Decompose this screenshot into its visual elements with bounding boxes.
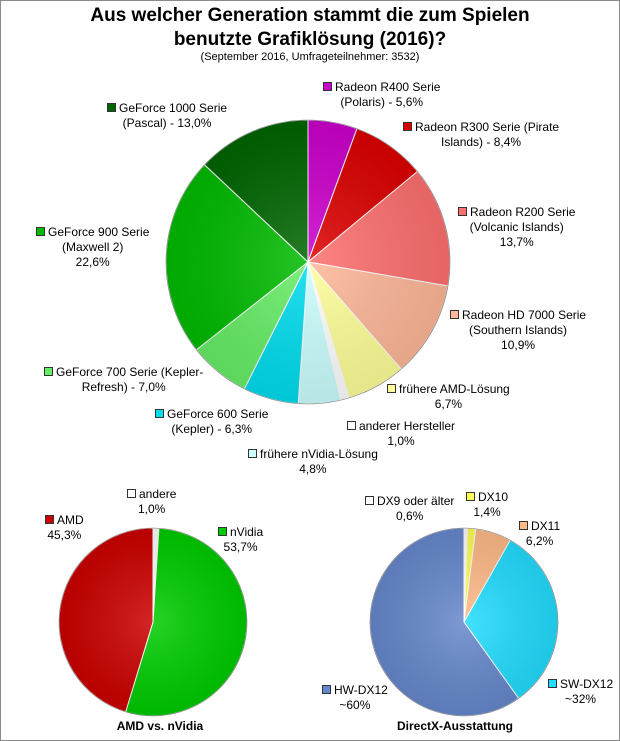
pie-outline [165,119,451,405]
legend-swatch [365,496,374,505]
slice-label-geforce-700: GeForce 700 Serie (Kepler- Refresh) - 7,… [44,365,203,395]
legend-swatch [322,685,331,694]
legend-swatch [466,492,475,501]
legend-swatch [155,409,164,418]
slice-label-anderer-hersteller: anderer Hersteller 1,0% [347,419,455,449]
slice-label-geforce-600: GeForce 600 Serie (Kepler) - 6,3% [155,407,268,437]
slice-label-geforce-900: GeForce 900 Serie (Maxwell 2) 22,6% [36,225,149,270]
slice-label-hw-dx12: HW-DX12 ~60% [322,683,388,713]
slice-label-fruehere-amd: frühere AMD-Lösung 6,7% [387,382,510,412]
legend-swatch [387,384,396,393]
chart-subtitle: (September 2016, Umfrageteilnehmer: 3532… [200,51,420,63]
legend-swatch [403,122,412,131]
legend-swatch [519,521,528,530]
slice-label-fruehere-nvidia: frühere nVidia-Lösung 4,8% [248,447,378,477]
slice-label-radeon-r400: Radeon R400 Serie (Polaris) - 5,6% [323,80,440,110]
slice-label-dx11: DX11 6,2% [519,519,560,549]
chart-title-line2: benutzte Grafiklösung (2016)? [173,29,447,50]
slice-label-sw-dx12: SW-DX12 ~32% [548,677,613,707]
legend-swatch [218,527,227,536]
slice-label-amd: AMD 45,3% [45,513,84,543]
pie-outline [58,527,248,717]
slice-label-radeon-r300: Radeon R300 Serie (Pirate Islands) - 8,4… [403,120,559,150]
legend-swatch [323,82,332,91]
slice-label-andere: andere 1,0% [127,487,176,517]
slice-label-nvidia: nVidia 53,7% [218,525,263,555]
legend-swatch [248,449,257,458]
legend-swatch [36,227,45,236]
legend-swatch [127,489,136,498]
slice-label-geforce-1000: GeForce 1000 Serie (Pascal) - 13,0% [107,101,227,131]
slice-label-dx10: DX10 1,4% [466,490,508,520]
chart-title-line1: Aus welcher Generation stammt die zum Sp… [90,5,530,26]
slice-label-radeon-hd7000: Radeon HD 7000 Serie (Southern Islands) … [450,308,586,353]
chart-title-amd-vs-nvidia: AMD vs. nVidia [116,719,204,733]
slice-label-dx9: DX9 oder älter 0,6% [365,494,454,524]
legend-swatch [347,421,356,430]
legend-swatch [45,515,54,524]
legend-swatch [548,679,557,688]
slice-label-radeon-r200: Radeon R200 Serie (Volcanic Islands) 13,… [458,205,575,250]
legend-swatch [458,207,467,216]
legend-swatch [450,310,459,319]
legend-swatch [44,367,53,376]
pie-outline [369,527,559,717]
legend-swatch [107,103,116,112]
chart-title-directx: DirectX-Ausstattung [396,719,513,733]
